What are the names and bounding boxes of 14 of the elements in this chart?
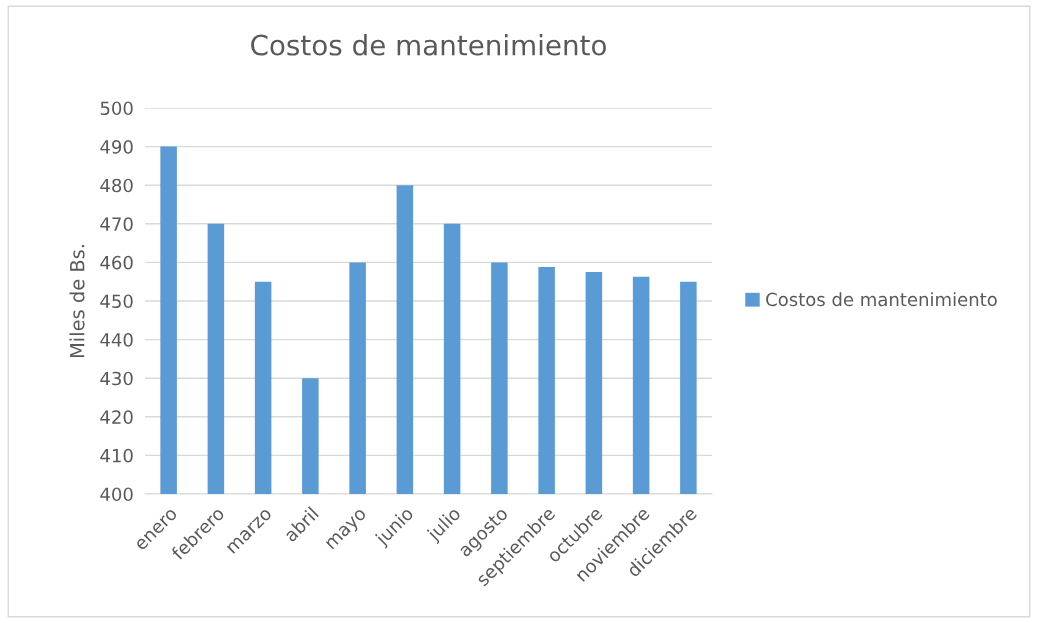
- y-tick-label: 400: [100, 487, 133, 502]
- y-axis-title: Miles de Bs.: [69, 245, 85, 358]
- y-tick-label: 470: [100, 217, 133, 231]
- y-tick-label: 460: [100, 255, 133, 270]
- y-tick-label: 490: [100, 140, 133, 154]
- y-tick-label: 410: [100, 448, 133, 463]
- y-tick-label: 450: [100, 294, 133, 309]
- y-tick-label: 480: [100, 178, 133, 193]
- y-tick-label: 430: [100, 371, 133, 386]
- chart-title: Costos de mantenimiento: [251, 34, 606, 56]
- legend-label: Costos de mantenimiento: [766, 292, 997, 307]
- y-tick-label: 420: [100, 410, 133, 424]
- y-tick-label: 500: [100, 101, 133, 116]
- y-tick-label: 440: [100, 333, 133, 347]
